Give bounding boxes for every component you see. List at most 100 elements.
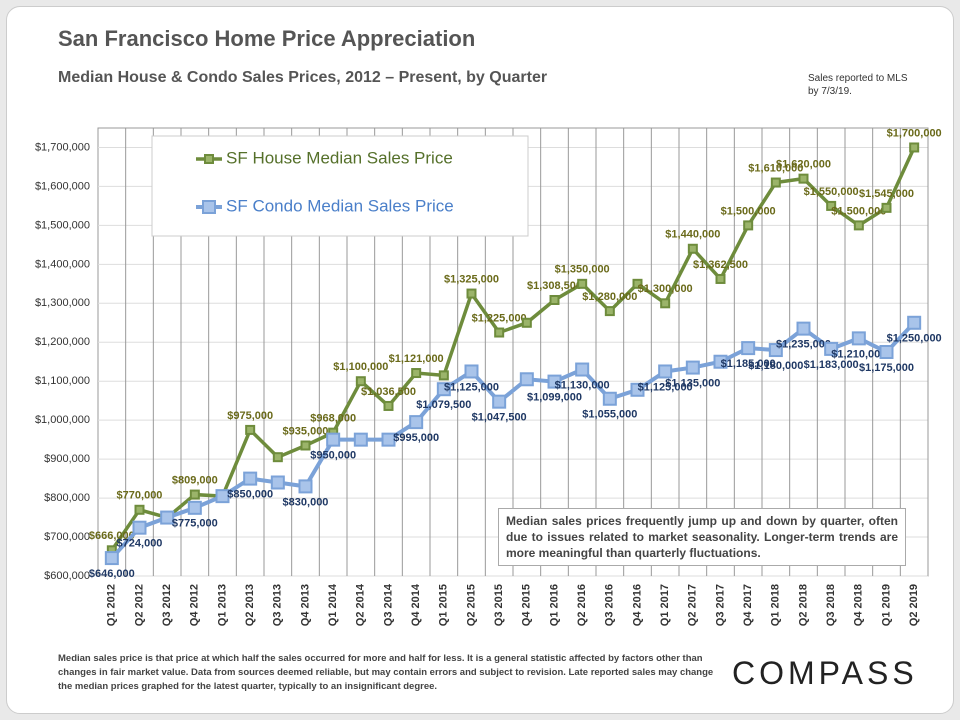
data-point xyxy=(383,400,394,411)
y-tick-label: $1,200,000 xyxy=(35,336,90,348)
x-tick-label: Q4 2015 xyxy=(521,584,533,626)
data-point xyxy=(326,432,341,447)
data-label: $968,000 xyxy=(310,413,356,425)
y-tick-label: $1,000,000 xyxy=(35,414,90,426)
legend-marker xyxy=(204,154,214,164)
data-label: $809,000 xyxy=(172,474,218,486)
x-tick-label: Q2 2013 xyxy=(244,584,256,626)
data-point xyxy=(245,424,256,435)
data-point xyxy=(270,475,285,490)
data-point xyxy=(355,376,366,387)
data-point xyxy=(741,341,756,356)
data-point xyxy=(466,288,477,299)
x-tick-label: Q4 2014 xyxy=(410,583,422,626)
data-point xyxy=(549,294,560,305)
x-tick-label: Q4 2012 xyxy=(189,584,201,626)
data-point xyxy=(298,479,313,494)
data-point xyxy=(853,220,864,231)
data-label: $1,700,000 xyxy=(887,127,942,139)
data-label: $666,000 xyxy=(89,530,135,542)
y-tick-label: $600,000 xyxy=(44,570,90,582)
x-tick-label: Q2 2014 xyxy=(355,583,367,626)
data-label: $830,000 xyxy=(283,496,329,508)
x-tick-label: Q2 2018 xyxy=(797,584,809,626)
x-tick-label: Q2 2019 xyxy=(908,584,920,626)
y-tick-label: $1,600,000 xyxy=(35,180,90,192)
data-label: $1,300,000 xyxy=(638,283,693,295)
data-point xyxy=(602,391,617,406)
data-label: $1,047,500 xyxy=(472,412,527,424)
legend xyxy=(151,135,529,237)
data-point xyxy=(796,321,811,336)
x-tick-label: Q4 2013 xyxy=(299,584,311,626)
data-label: $1,500,000 xyxy=(831,205,886,217)
data-label: $1,280,000 xyxy=(582,291,637,303)
legend-label: SF Condo Median Sales Price xyxy=(226,196,454,215)
y-tick-label: $900,000 xyxy=(44,453,90,465)
x-tick-label: Q4 2016 xyxy=(631,584,643,626)
footnote: Median sales price is that price at whic… xyxy=(58,653,714,692)
data-point xyxy=(909,142,920,153)
data-label: $1,100,000 xyxy=(333,361,388,373)
data-label: $1,121,000 xyxy=(389,353,444,365)
data-label: $995,000 xyxy=(393,432,439,444)
data-label: $646,000 xyxy=(89,568,135,580)
data-point xyxy=(632,278,643,289)
data-label: $1,308,500 xyxy=(527,280,582,292)
chart-subtitle: Median House & Condo Sales Prices, 2012 … xyxy=(58,69,547,86)
x-tick-label: Q3 2017 xyxy=(714,584,726,626)
note: Sales reported to MLS by 7/3/19. xyxy=(808,73,908,97)
x-tick-label: Q3 2012 xyxy=(161,584,173,626)
data-label: $935,000 xyxy=(283,425,329,437)
x-tick-label: Q1 2019 xyxy=(880,584,892,626)
data-label: $1,099,000 xyxy=(527,392,582,404)
data-point xyxy=(630,382,645,397)
data-point xyxy=(464,364,479,379)
legend-label: SF House Median Sales Price xyxy=(226,148,453,167)
data-label: $1,125,000 xyxy=(638,381,693,393)
data-label: $1,125,000 xyxy=(444,381,499,393)
data-point xyxy=(715,273,726,284)
y-tick-label: $800,000 xyxy=(44,492,90,504)
data-label: $1,620,000 xyxy=(776,159,831,171)
card xyxy=(6,6,954,714)
x-tick-label: Q1 2012 xyxy=(106,584,118,626)
y-tick-label: $1,300,000 xyxy=(35,297,90,309)
data-label: $770,000 xyxy=(117,490,163,502)
data-point xyxy=(494,327,505,338)
data-point xyxy=(881,202,892,213)
data-label: $975,000 xyxy=(227,410,273,422)
brand-logo: COMPASS xyxy=(732,655,918,691)
data-label: $1,036,500 xyxy=(361,386,416,398)
data-point xyxy=(851,331,866,346)
data-point xyxy=(353,432,368,447)
data-label: $950,000 xyxy=(310,450,356,462)
data-label: $1,250,000 xyxy=(887,333,942,345)
data-label: $1,500,000 xyxy=(721,205,776,217)
data-label: $724,000 xyxy=(117,538,163,550)
data-point xyxy=(438,370,449,381)
x-tick-label: Q1 2018 xyxy=(770,584,782,626)
data-point xyxy=(826,200,837,211)
data-label: $1,350,000 xyxy=(555,264,610,276)
data-label: $775,000 xyxy=(172,518,218,530)
data-point xyxy=(687,243,698,254)
y-tick-label: $700,000 xyxy=(44,531,90,543)
chart-title: San Francisco Home Price Appreciation xyxy=(58,26,475,51)
data-point xyxy=(521,317,532,328)
note-box: Sales reported to MLS by 7/3/19. xyxy=(808,73,908,97)
data-label: $1,175,000 xyxy=(859,362,914,374)
data-point xyxy=(824,341,839,356)
x-tick-label: Q4 2018 xyxy=(853,584,865,626)
data-point xyxy=(660,298,671,309)
x-tick-label: Q2 2016 xyxy=(576,584,588,626)
data-point xyxy=(189,489,200,500)
data-label: $1,180,000 xyxy=(748,360,803,372)
data-label: $1,440,000 xyxy=(665,229,720,241)
data-point xyxy=(575,362,590,377)
x-tick-label: Q1 2015 xyxy=(438,584,450,626)
data-point xyxy=(134,504,145,515)
x-tick-label: Q3 2018 xyxy=(825,584,837,626)
x-tick-label: Q3 2013 xyxy=(272,584,284,626)
